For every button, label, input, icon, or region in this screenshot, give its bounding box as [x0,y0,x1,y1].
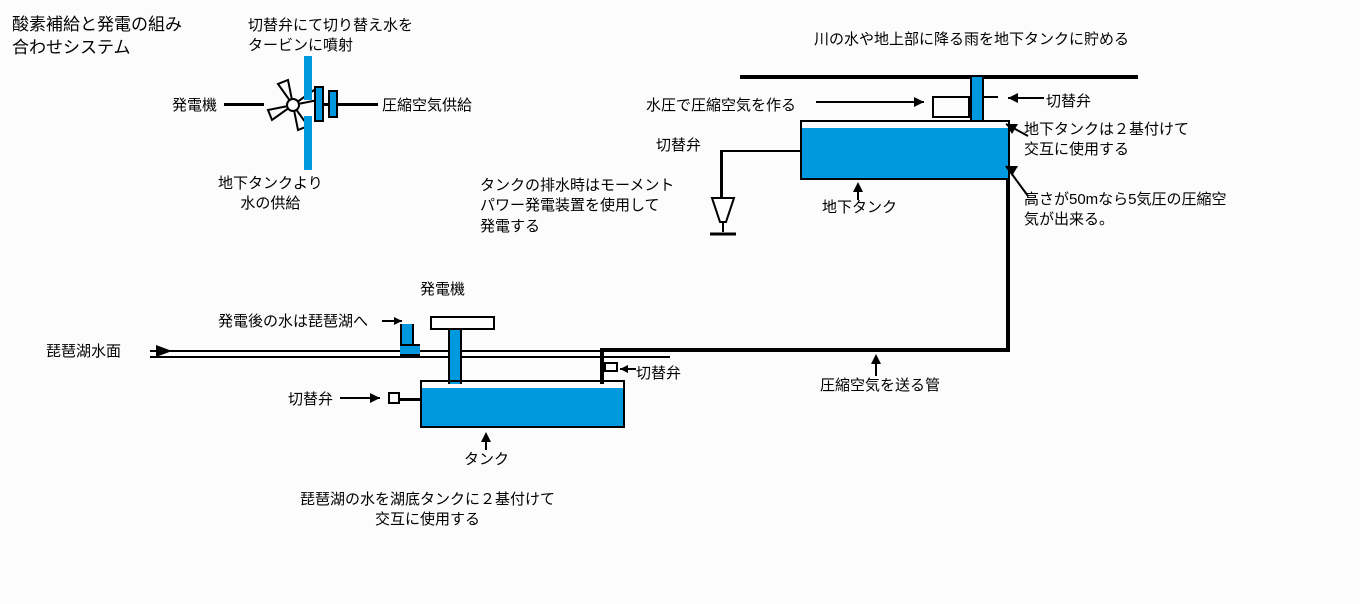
down-pipe-blue [448,330,462,384]
drain-pipe [720,150,723,200]
arrow-pipe-compressed [868,352,884,378]
arrow-valve-left [340,390,388,406]
turbine-water-out [304,116,312,170]
arrow-make-compressed [816,92,936,112]
label-make-compressed: 水圧で圧縮空気を作る [646,96,796,116]
diagram-canvas: 酸素補給と発電の組み 合わせシステム 切替弁にて切り替え水を タービンに噴射 発… [0,0,1360,604]
label-valve-mid: 切替弁 [636,364,681,384]
label-valve-r1: 切替弁 [1046,92,1091,112]
page-title: 酸素補給と発電の組み 合わせシステム [12,14,182,60]
ground-line [740,75,1138,79]
label-biwa-two-tanks: 琵琶湖の水を湖底タンクに２基付けて 交互に使用する [300,490,555,531]
label-two-tanks-alt: 地下タンクは２基付けて 交互に使用する [1024,120,1189,161]
arrow-tank-bottom [478,430,494,452]
turbine-block-1 [314,86,324,122]
drain-horiz [720,150,800,152]
label-biwa-surface: 琵琶湖水面 [46,342,121,362]
compressor-box [932,96,970,118]
biwa-surface-line-2 [150,356,670,358]
label-height-note: 高さが50mなら5気圧の圧縮空 気が出来る。 [1024,190,1227,231]
label-river-rain: 川の水や地上部に降る雨を地下タンクに貯める [814,30,1129,50]
label-generator-2: 発電機 [420,280,465,300]
label-from-tank: 地下タンクより 水の供給 [218,174,323,215]
label-generator-1: 発電機 [172,96,217,116]
arrow-valve-r1 [1000,90,1046,106]
moment-funnel [706,196,740,238]
underground-tank-water [802,128,1008,178]
generator-2-box [430,316,495,330]
turbine-water-in [304,56,312,100]
turbine-block-2 [328,90,338,118]
valve-r1-tick [984,96,998,98]
inlet-pipe [970,77,984,122]
arrow-tank-underground-up [850,180,866,202]
arrow-height-note [1000,160,1030,200]
label-tank-bottom: タンク [464,450,509,470]
label-pipe-compressed: 圧縮空気を送る管 [820,376,940,396]
label-top-valve: 切替弁にて切り替え水を タービンに噴射 [248,16,413,57]
label-valve-left: 切替弁 [288,390,333,410]
gen1-shaft [224,103,264,106]
bottom-tank-water [422,388,623,426]
label-valve-r2: 切替弁 [656,136,701,156]
label-after-gen: 発電後の水は琵琶湖へ [218,312,368,332]
arrow-valve-mid [616,362,638,376]
pipe-down-right [1006,180,1010,350]
arrow-after-gen [378,314,404,328]
label-moment-power: タンクの排水時はモーメント パワー発電装置を使用して 発電する [480,176,674,237]
arrow-two-tanks [1000,118,1030,148]
outlet-pipe-blue-h [400,344,420,356]
valve-left-box [388,392,400,404]
label-compressed-supply: 圧縮空気供給 [382,96,472,116]
